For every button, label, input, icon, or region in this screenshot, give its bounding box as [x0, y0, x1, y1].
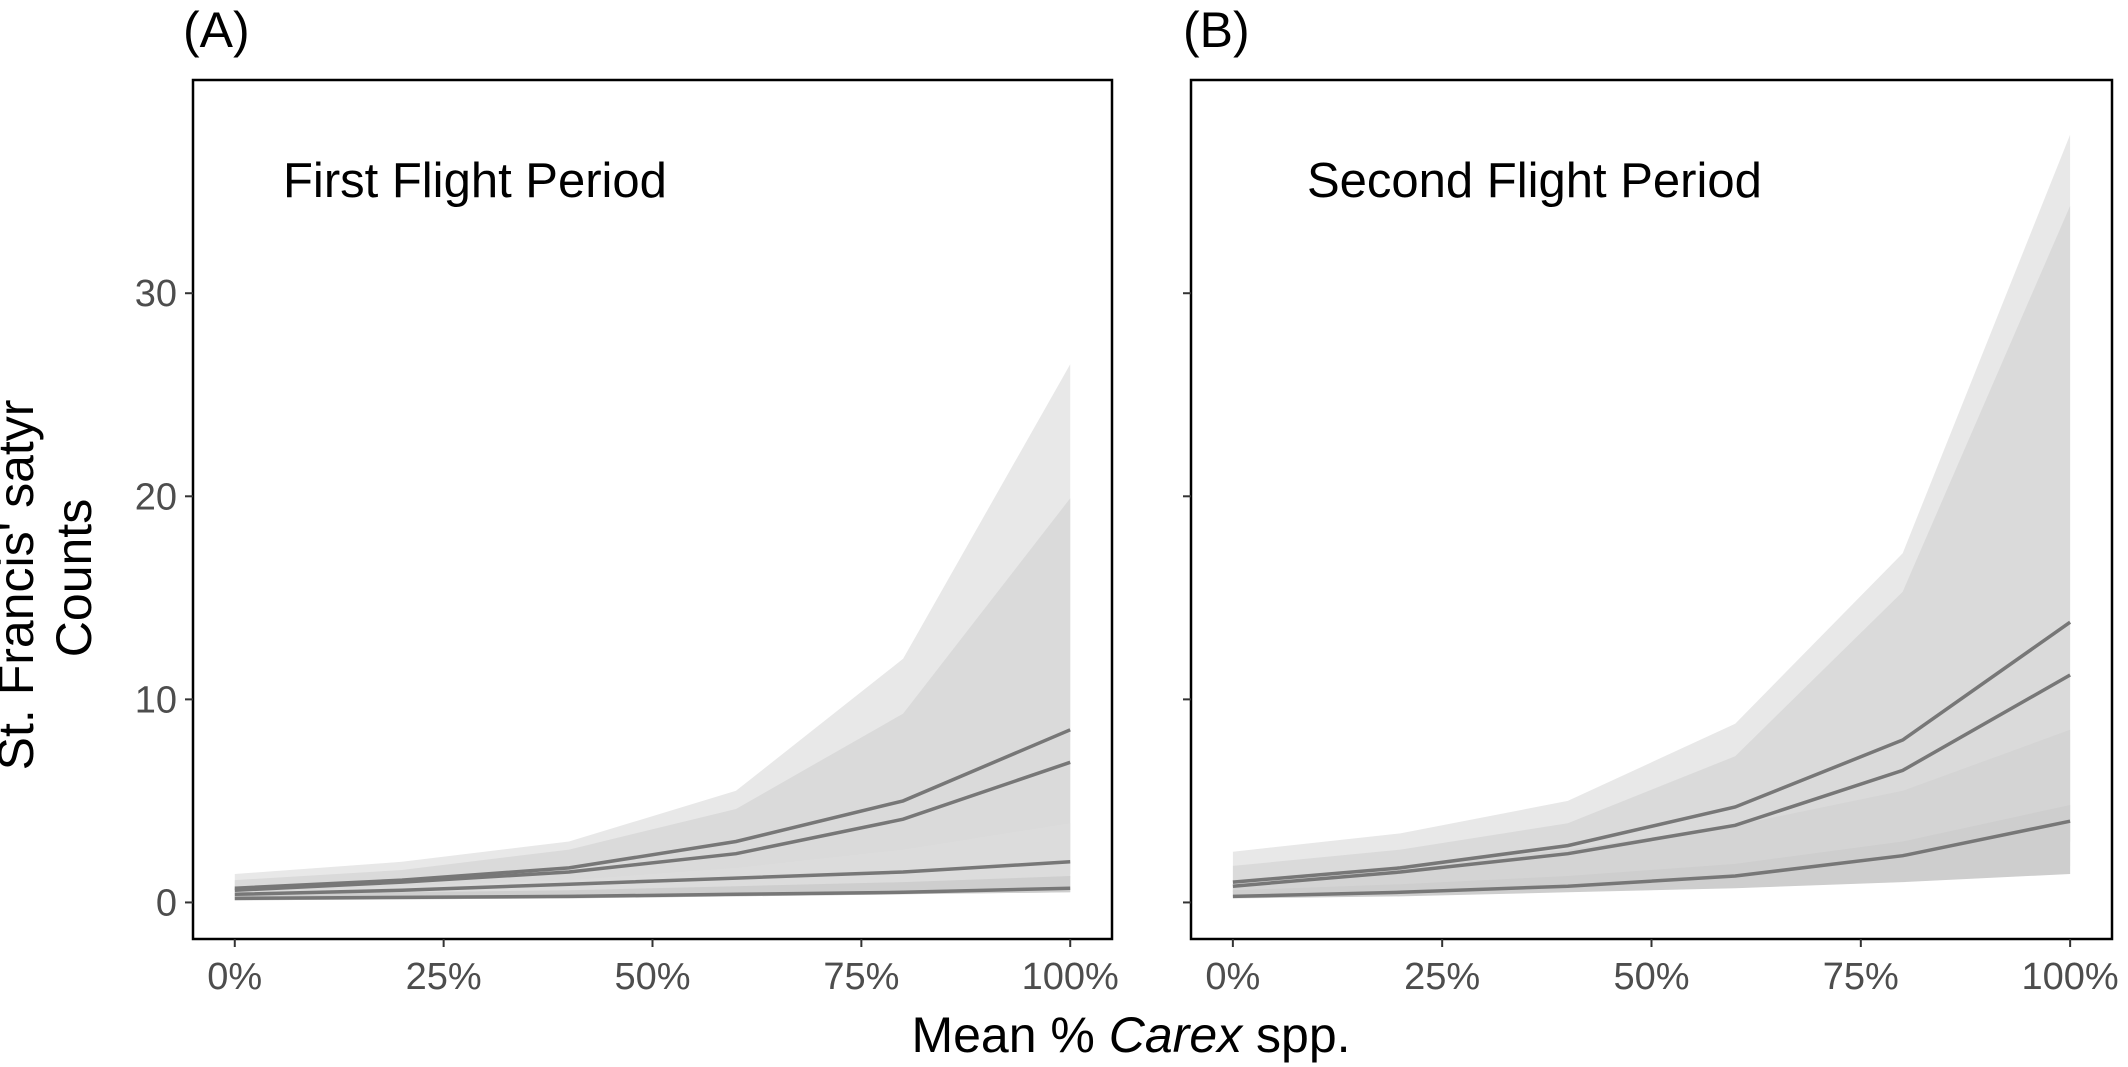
- x-tick-label: 0%: [1205, 956, 1260, 998]
- x-axis-title-prefix: Mean %: [911, 1007, 1108, 1063]
- panel-a-y-axis: 0 10 20 30: [135, 273, 193, 924]
- x-tick-label: 100%: [1022, 956, 1119, 998]
- y-axis-title: St. Francis' satyr Counts: [0, 386, 102, 771]
- y-axis-title-line2: Counts: [46, 499, 102, 657]
- series-line-3: [1232, 819, 2071, 899]
- x-tick-label: 75%: [823, 956, 899, 998]
- series-line-1: [234, 728, 1071, 890]
- x-tick-label: 50%: [614, 956, 690, 998]
- panel-a-ribbons: [234, 364, 1071, 901]
- y-axis-title-line1: St. Francis' satyr: [0, 400, 44, 771]
- y-tick-label: 10: [135, 679, 177, 721]
- panel-b-x-axis: 0% 25% 50% 75% 100%: [1205, 939, 2119, 998]
- panel-b-letter: (B): [1183, 2, 1250, 58]
- x-tick-label: 50%: [1613, 956, 1689, 998]
- panel-a-lines: [234, 728, 1071, 901]
- x-axis-title: Mean % Carex spp.: [911, 1007, 1350, 1063]
- series-line-1: [1232, 620, 2072, 884]
- panel-b-y-axis: [1183, 292, 1191, 904]
- panel-b-lines: [1232, 620, 2072, 899]
- x-tick-label: 25%: [1404, 956, 1480, 998]
- confidence-ribbon-4: [1232, 805, 2071, 899]
- confidence-ribbon-3: [234, 823, 1071, 901]
- panel-b-ribbons: [1232, 134, 2071, 899]
- panel-a-letter: (A): [183, 2, 250, 58]
- series-line-2: [1232, 673, 2071, 888]
- series-line-2: [234, 760, 1071, 893]
- x-tick-label: 25%: [406, 956, 482, 998]
- confidence-ribbon-2: [234, 498, 1071, 893]
- panel-a-title: First Flight Period: [283, 154, 667, 208]
- x-axis-title-italic: Carex: [1109, 1007, 1244, 1063]
- panel-b: (B) Second Flight Period 0% 25% 50% 75% 100%: [1183, 2, 2119, 998]
- y-tick-label: 20: [135, 476, 177, 518]
- series-line-4: [234, 886, 1071, 901]
- series-line-3: [234, 860, 1071, 897]
- panel-a: (A) First Flight Period 0 10 20 30 0% 25% 50%…: [135, 2, 1119, 998]
- panel-b-title: Second Flight Period: [1307, 154, 1762, 208]
- panel-a-x-axis: 0% 25% 50% 75% 100%: [207, 939, 1119, 998]
- y-tick-label: 30: [135, 273, 177, 315]
- x-axis-title-suffix: spp.: [1242, 1007, 1350, 1063]
- x-tick-label: 75%: [1823, 956, 1899, 998]
- y-tick-label: 0: [156, 882, 177, 924]
- x-tick-label: 100%: [2022, 956, 2119, 998]
- confidence-ribbon-2: [1232, 205, 2071, 893]
- x-tick-label: 0%: [207, 956, 262, 998]
